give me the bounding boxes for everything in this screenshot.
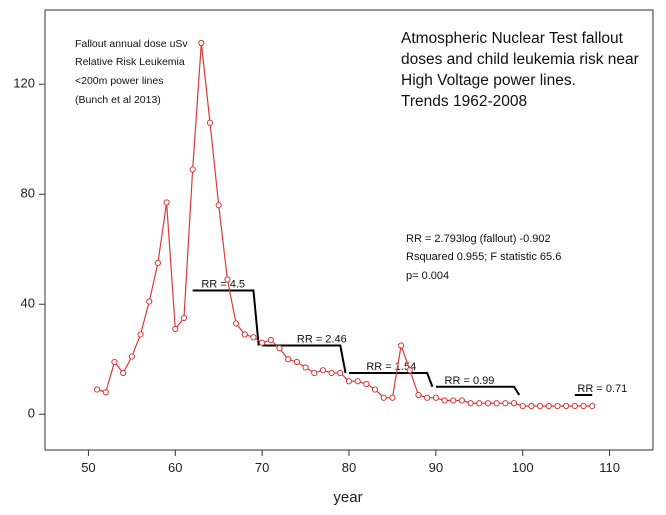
fallout-dose-line [96, 42, 593, 407]
data-point [519, 402, 526, 410]
data-point [493, 400, 500, 407]
data-point [311, 369, 318, 377]
rr-label: RR = 4.5 [201, 279, 245, 291]
data-point [554, 402, 561, 410]
data-point [120, 369, 127, 377]
data-point [241, 331, 248, 338]
y-tick-label: 0 [28, 406, 35, 421]
data-point [154, 259, 162, 267]
x-tick-label: 100 [512, 460, 534, 475]
x-axis-title: year [333, 489, 362, 506]
data-point [111, 358, 118, 366]
relative-risk-line [192, 289, 593, 396]
rr-label: RR = 1.54 [366, 361, 416, 373]
x-tick-label: 60 [168, 460, 182, 475]
title-line-3: High Voltage power lines. [401, 72, 576, 89]
data-point [224, 276, 231, 283]
rr-label: RR = 0.99 [445, 375, 495, 387]
stats-line-3: p= 0.004 [406, 270, 449, 282]
data-point [415, 391, 422, 399]
legend-line-2: Relative Risk Leukemia [75, 56, 185, 68]
data-point [302, 364, 309, 371]
legend-note: Fallout annual dose uSv Relative Risk Le… [75, 38, 188, 106]
data-point [354, 378, 361, 385]
data-point [589, 402, 596, 410]
data-point [363, 380, 370, 388]
x-tick-label: 90 [429, 460, 443, 475]
data-point [406, 367, 413, 374]
legend-line-4: (Bunch et al 2013) [75, 94, 161, 106]
data-point [189, 166, 196, 173]
data-point [450, 397, 457, 404]
data-point [285, 356, 292, 363]
data-point [510, 400, 518, 407]
data-point [250, 334, 257, 341]
data-point [536, 402, 544, 410]
data-point [137, 331, 144, 338]
y-tick-label: 120 [13, 76, 35, 91]
data-point [580, 402, 587, 410]
data-point [337, 369, 344, 377]
relative-risk-series: RR = 4.5 RR = 2.46 RR = 1.54 RR = 0.99 RR = … [192, 279, 627, 396]
regression-stats: RR = 2.793log (fallout) -0.902 Rsquared … [406, 233, 561, 282]
data-point [441, 397, 448, 404]
data-point [424, 394, 431, 401]
data-point [476, 400, 483, 407]
x-tick-label: 80 [342, 460, 356, 475]
rr-label: RR = 2.46 [297, 334, 347, 346]
data-point [502, 400, 509, 407]
data-point [319, 367, 327, 374]
data-point [345, 378, 353, 385]
data-point [232, 320, 240, 327]
legend-line-3: <200m power lines [75, 75, 163, 87]
data-point [293, 358, 300, 366]
data-point [163, 199, 170, 206]
data-point [398, 342, 405, 349]
axes: 50 60 70 80 90 100 110 0 40 80 120 [13, 76, 620, 475]
data-point [528, 402, 535, 410]
data-point [259, 339, 266, 346]
data-point [432, 394, 439, 401]
data-point [371, 386, 379, 393]
data-point [128, 353, 135, 360]
data-point [172, 325, 179, 333]
data-point [328, 369, 335, 377]
data-point [458, 397, 466, 404]
data-point [206, 119, 214, 126]
x-tick-label: 50 [81, 460, 95, 475]
y-tick-label: 40 [21, 296, 35, 311]
title-line-1: Atmospheric Nuclear Test fallout [401, 30, 624, 47]
data-point [215, 202, 222, 209]
title-line-2: doses and child leukemia risk near [401, 51, 639, 68]
data-point [571, 402, 578, 410]
y-tick-label: 80 [21, 186, 35, 201]
data-point [146, 298, 153, 305]
x-tick-label: 70 [255, 460, 269, 475]
data-point [467, 400, 474, 407]
data-point [180, 314, 188, 322]
legend-line-1: Fallout annual dose uSv [75, 38, 188, 50]
chart-title: Atmospheric Nuclear Test fallout doses a… [401, 30, 639, 110]
title-line-4: Trends 1962-2008 [401, 93, 527, 110]
data-point [94, 386, 101, 393]
fallout-dose-series [94, 39, 596, 410]
data-point [267, 336, 274, 344]
data-point [563, 402, 570, 410]
rr-label: RR = 0.71 [577, 383, 627, 395]
data-point [389, 394, 396, 401]
stats-line-2: Rsquared 0.955; F statistic 65.6 [406, 251, 561, 263]
stats-line-1: RR = 2.793log (fallout) -0.902 [406, 233, 551, 245]
data-point [102, 389, 109, 396]
data-point [276, 345, 283, 352]
data-point [380, 394, 387, 401]
x-tick-label: 110 [599, 460, 620, 475]
data-point [198, 39, 205, 47]
data-point [545, 402, 552, 410]
data-point [484, 400, 492, 407]
